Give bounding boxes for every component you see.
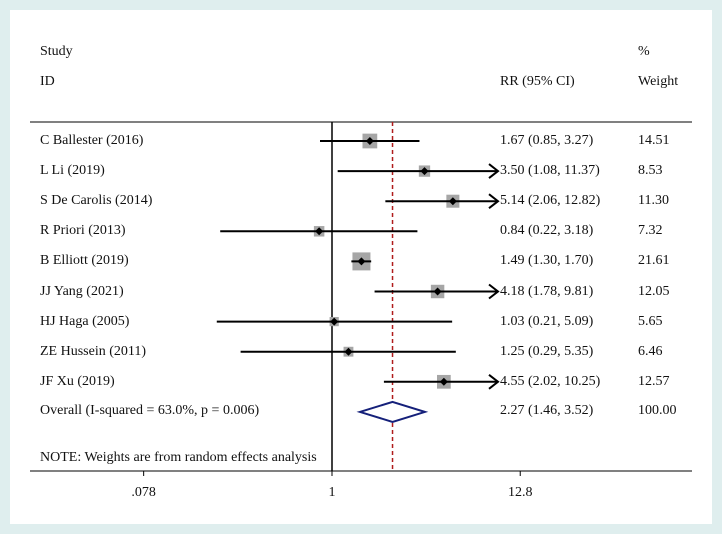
forest-plot-svg: .078 1 12.8 xyxy=(30,121,692,500)
study-label: C Ballester (2016) xyxy=(40,133,144,148)
header-id: ID xyxy=(40,74,55,89)
study-point-estimate xyxy=(330,317,339,326)
study-ci-text: 1.25 (0.29, 5.35) xyxy=(500,343,594,359)
study-point-estimate xyxy=(420,167,429,176)
forest-plot-panel: Study ID RR (95% CI) % Weight C Balleste… xyxy=(10,10,712,524)
study-ci-arrow xyxy=(488,163,500,179)
study-point-estimate xyxy=(433,287,442,296)
study-label: L Li (2019) xyxy=(40,163,105,179)
header-weight: Weight xyxy=(638,74,679,89)
study-ci-arrow xyxy=(488,193,500,209)
study-point-estimate xyxy=(315,227,324,236)
study-weight-text: 14.51 xyxy=(638,133,670,148)
study-ci-text: 4.18 (1.78, 9.81) xyxy=(500,283,594,299)
overall-ci-text: 2.27 (1.46, 3.52) xyxy=(500,403,594,418)
study-label: JF Xu (2019) xyxy=(40,373,115,389)
weights-note: NOTE: Weights are from random effects an… xyxy=(40,450,317,465)
overall-label: Overall (I-squared = 63.0%, p = 0.006) xyxy=(40,403,260,418)
x-tick-label: 12.8 xyxy=(508,485,533,500)
study-weight-text: 12.57 xyxy=(638,373,670,389)
study-ci-text: 0.84 (0.22, 3.18) xyxy=(500,223,594,239)
study-ci-text: 3.50 (1.08, 11.37) xyxy=(500,163,600,179)
study-weight-text: 7.32 xyxy=(638,223,663,239)
study-ci-arrow xyxy=(488,283,500,300)
study-label: R Priori (2013) xyxy=(40,223,126,239)
study-ci-text: 1.03 (0.21, 5.09) xyxy=(500,313,594,329)
x-tick-label: .078 xyxy=(131,485,156,500)
overall-diamond xyxy=(356,400,429,423)
study-weight-text: 5.65 xyxy=(638,313,663,329)
study-weight-text: 11.30 xyxy=(638,193,669,209)
header-study: Study xyxy=(40,44,73,59)
study-weight-text: 8.53 xyxy=(638,163,663,179)
study-ci-text: 5.14 (2.06, 12.82) xyxy=(500,193,601,209)
study-point-estimate xyxy=(439,377,448,386)
study-weight-text: 21.61 xyxy=(638,253,670,269)
study-label: JJ Yang (2021) xyxy=(40,283,124,299)
overall-weight-text: 100.00 xyxy=(638,403,677,418)
study-point-estimate xyxy=(448,197,457,206)
study-weight-text: 6.46 xyxy=(638,343,663,359)
study-ci-text: 1.67 (0.85, 3.27) xyxy=(500,133,594,148)
header-percent: % xyxy=(638,44,650,59)
study-label: S De Carolis (2014) xyxy=(40,193,153,209)
study-ci-arrow xyxy=(488,374,500,390)
x-tick-label: 1 xyxy=(329,485,336,500)
study-ci-text: 1.49 (1.30, 1.70) xyxy=(500,253,594,269)
study-point-estimate xyxy=(365,137,374,145)
study-label: B Elliott (2019) xyxy=(40,253,129,269)
study-ci-text: 4.55 (2.02, 10.25) xyxy=(500,373,601,389)
header-effect: RR (95% CI) xyxy=(500,74,575,89)
study-label: HJ Haga (2005) xyxy=(40,313,130,329)
study-point-estimate xyxy=(357,257,366,266)
study-weight-text: 12.05 xyxy=(638,283,670,299)
study-label: ZE Hussein (2011) xyxy=(40,343,147,359)
study-point-estimate xyxy=(344,347,353,356)
